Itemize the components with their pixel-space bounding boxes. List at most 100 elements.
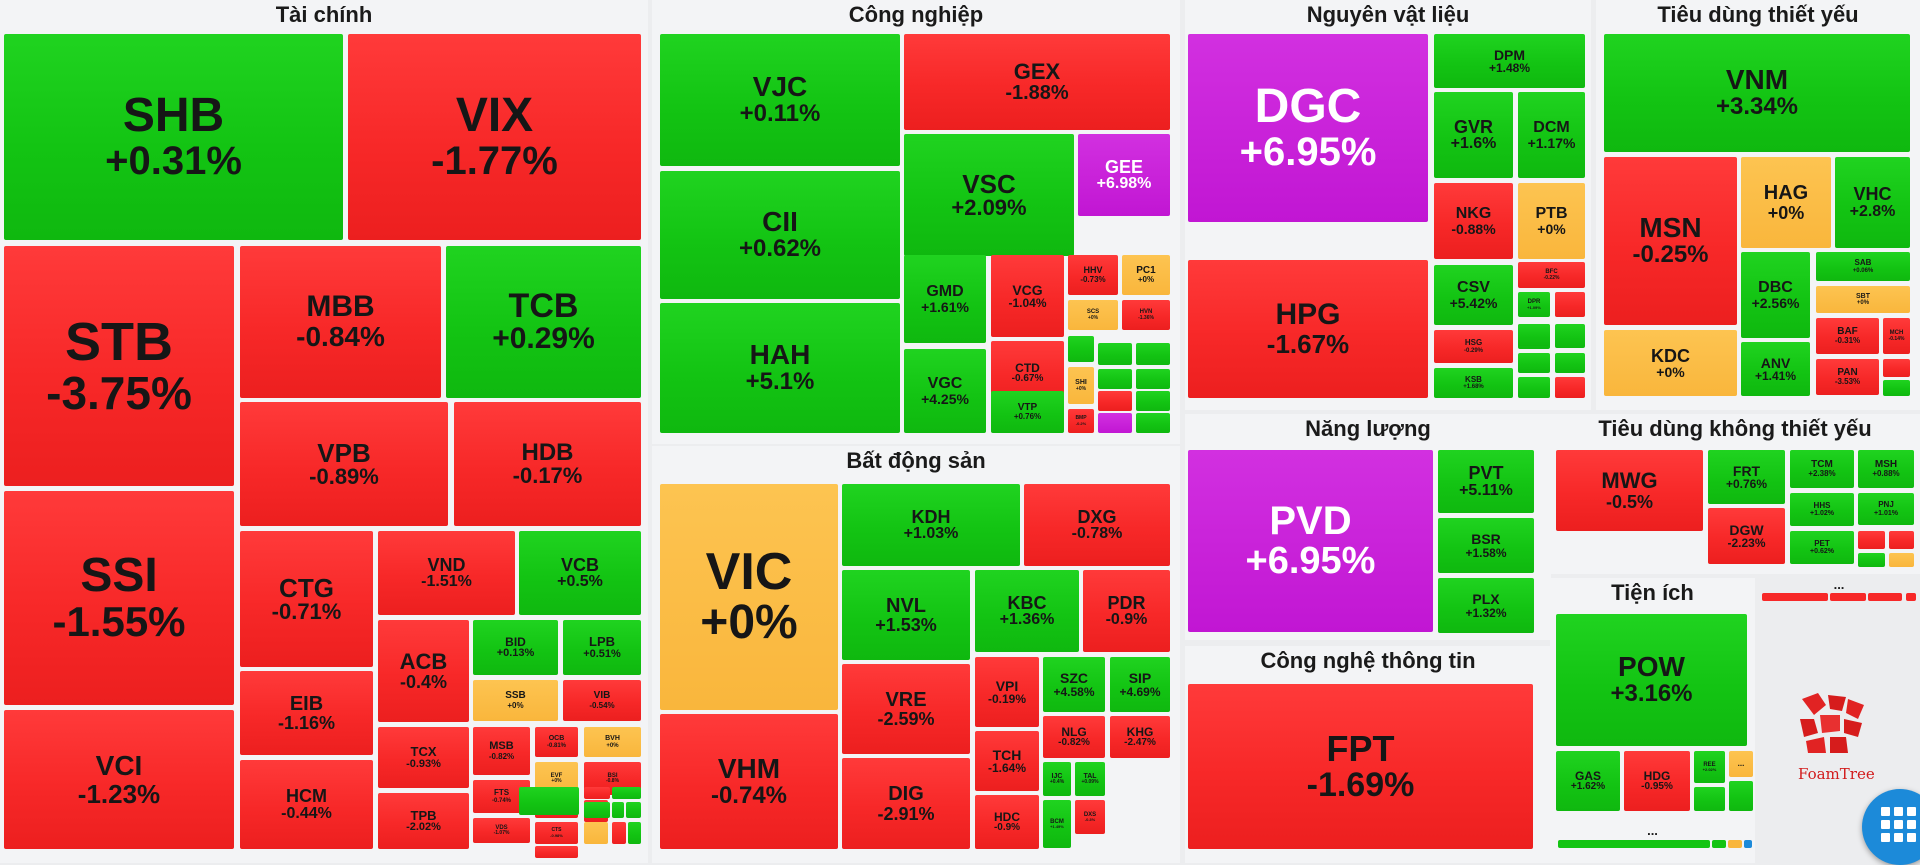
tile-vhm[interactable]: VHM -0.74% (660, 714, 838, 849)
tile-ssi[interactable]: SSI -1.55% (4, 491, 234, 705)
tile-baf[interactable]: BAF -0.31% (1816, 318, 1879, 354)
tile-gas[interactable]: GAS +1.62% (1556, 751, 1620, 811)
minor-tile[interactable] (1555, 292, 1585, 317)
minor-tile[interactable] (1518, 353, 1550, 373)
collapsed-sector-bar[interactable] (1830, 593, 1866, 601)
tile-vhc[interactable]: VHC +2.8% (1835, 157, 1910, 248)
tile-vic[interactable]: VIC +0% (660, 484, 838, 710)
tile-msn[interactable]: MSN -0.25% (1604, 157, 1737, 325)
minor-tile[interactable] (1889, 531, 1914, 549)
tile-kdh[interactable]: KDH +1.03% (842, 484, 1020, 566)
tile-bvh[interactable]: BVH +0% (584, 727, 641, 757)
tile-vci[interactable]: VCI -1.23% (4, 710, 234, 849)
tile-msb[interactable]: MSB -0.82% (473, 727, 530, 775)
minor-tile[interactable] (1858, 531, 1885, 549)
collapsed-sector-bar[interactable] (1712, 840, 1726, 848)
tile-stb[interactable]: STB -3.75% (4, 246, 234, 486)
tile-ctg[interactable]: CTG -0.71% (240, 531, 373, 667)
tile-vib[interactable]: VIB -0.54% (563, 680, 641, 721)
tile-hah[interactable]: HAH +5.1% (660, 303, 900, 433)
tile-ksb[interactable]: KSB +1.68% (1434, 368, 1513, 398)
minor-tile[interactable] (519, 787, 579, 815)
minor-tile[interactable] (1136, 369, 1170, 389)
tile-tpb[interactable]: TPB -2.02% (378, 793, 469, 849)
tile-frt[interactable]: FRT +0.76% (1708, 450, 1785, 504)
collapsed-sector-label[interactable]: ... (1647, 823, 1658, 838)
minor-tile[interactable] (612, 787, 641, 799)
tile-tcb[interactable]: TCB +0.29% (446, 246, 641, 398)
minor-tile[interactable] (1555, 353, 1585, 373)
tile-vix[interactable]: VIX -1.77% (348, 34, 641, 240)
tile-csv[interactable]: CSV +5.42% (1434, 265, 1513, 325)
minor-tile[interactable] (1729, 781, 1753, 811)
tile-sip[interactable]: SIP +4.69% (1110, 657, 1170, 712)
minor-tile[interactable] (628, 822, 641, 844)
tile-bcm[interactable]: BCM +1.49% (1043, 800, 1071, 848)
tile-vcb[interactable]: VCB +0.5% (519, 531, 641, 615)
tile-tcm[interactable]: TCM +2.38% (1790, 450, 1854, 488)
tile-pvt[interactable]: PVT +5.11% (1438, 450, 1534, 513)
tile-vsc[interactable]: VSC +2.09% (904, 134, 1074, 256)
tile-fpt[interactable]: FPT -1.69% (1188, 684, 1533, 849)
tile-acb[interactable]: ACB -0.4% (378, 620, 469, 722)
tile-nlg[interactable]: NLG -0.82% (1043, 716, 1105, 758)
tile-dcm[interactable]: DCM +1.17% (1518, 92, 1585, 178)
tile-ree[interactable]: REE +2.02% (1694, 751, 1725, 783)
minor-tile[interactable] (1068, 336, 1094, 362)
tile-hvn[interactable]: HVN -1.36% (1122, 300, 1170, 330)
tile-bsr[interactable]: BSR +1.58% (1438, 518, 1534, 573)
collapsed-sector-bar[interactable] (1762, 593, 1828, 601)
tile-plx[interactable]: PLX +1.32% (1438, 578, 1534, 633)
collapsed-sector-bar[interactable] (1558, 840, 1710, 848)
tile-scs[interactable]: SCS +0% (1068, 300, 1118, 330)
minor-tile[interactable] (584, 802, 610, 818)
tile-hdg[interactable]: HDG -0.95% (1624, 751, 1690, 811)
minor-tile[interactable] (1883, 359, 1910, 377)
tile-gmd[interactable]: GMD +1.61% (904, 255, 986, 343)
tile-cii[interactable]: CII +0.62% (660, 171, 900, 299)
tile-vnd[interactable]: VND -1.51% (378, 531, 515, 615)
collapsed-tile[interactable]: ... (1729, 751, 1753, 777)
collapsed-sector-bar[interactable] (1728, 840, 1742, 848)
tile-vgc[interactable]: VGC +4.25% (904, 349, 986, 433)
tile-hdb[interactable]: HDB -0.17% (454, 402, 641, 526)
minor-tile[interactable] (1098, 413, 1132, 433)
minor-tile[interactable] (584, 822, 608, 844)
minor-tile[interactable] (1518, 324, 1550, 346)
minor-tile[interactable] (584, 787, 610, 799)
tile-pvd[interactable]: PVD +6.95% (1188, 450, 1433, 632)
tile-bmp[interactable]: BMP -0.2% (1068, 409, 1094, 433)
tile-shi[interactable]: SHI +0% (1068, 367, 1094, 404)
tile-gex[interactable]: GEX -1.88% (904, 34, 1170, 130)
tile-pdr[interactable]: PDR -0.9% (1083, 570, 1170, 652)
tile-anv[interactable]: ANV +1.41% (1741, 342, 1810, 396)
tile-mbb[interactable]: MBB -0.84% (240, 246, 441, 398)
tile-vnm[interactable]: VNM +3.34% (1604, 34, 1910, 152)
minor-tile[interactable] (1136, 343, 1170, 365)
tile-dig[interactable]: DIG -2.91% (842, 758, 970, 849)
tile-hsg[interactable]: HSG -0.29% (1434, 330, 1513, 363)
tile-vpi[interactable]: VPI -0.19% (975, 657, 1039, 727)
minor-tile[interactable] (1883, 380, 1910, 396)
tile-bfc[interactable]: BFC -0.22% (1518, 262, 1585, 288)
tile-szc[interactable]: SZC +4.58% (1043, 657, 1105, 712)
tile-eib[interactable]: EIB -1.16% (240, 671, 373, 755)
tile-pc1[interactable]: PC1 +0% (1122, 255, 1170, 295)
tile-vpb[interactable]: VPB -0.89% (240, 402, 448, 526)
collapsed-sector-bar[interactable] (1906, 593, 1916, 601)
minor-tile[interactable] (1098, 369, 1132, 389)
tile-shb[interactable]: SHB +0.31% (4, 34, 343, 240)
tile-dpr[interactable]: DPR +1.09% (1518, 292, 1550, 317)
minor-tile[interactable] (1136, 413, 1170, 433)
tile-mwg[interactable]: MWG -0.5% (1556, 450, 1703, 531)
minor-tile[interactable] (1098, 343, 1132, 365)
tile-msh[interactable]: MSH +0.88% (1858, 450, 1914, 488)
tile-gee[interactable]: GEE +6.98% (1078, 134, 1170, 216)
minor-tile[interactable] (612, 822, 626, 844)
minor-tile[interactable] (1518, 377, 1550, 398)
minor-tile[interactable] (1555, 377, 1585, 398)
tile-dgw[interactable]: DGW -2.23% (1708, 508, 1785, 564)
tile-gvr[interactable]: GVR +1.6% (1434, 92, 1513, 178)
tile-dpm[interactable]: DPM +1.48% (1434, 34, 1585, 88)
tile-vtp[interactable]: VTP +0.76% (991, 391, 1064, 433)
